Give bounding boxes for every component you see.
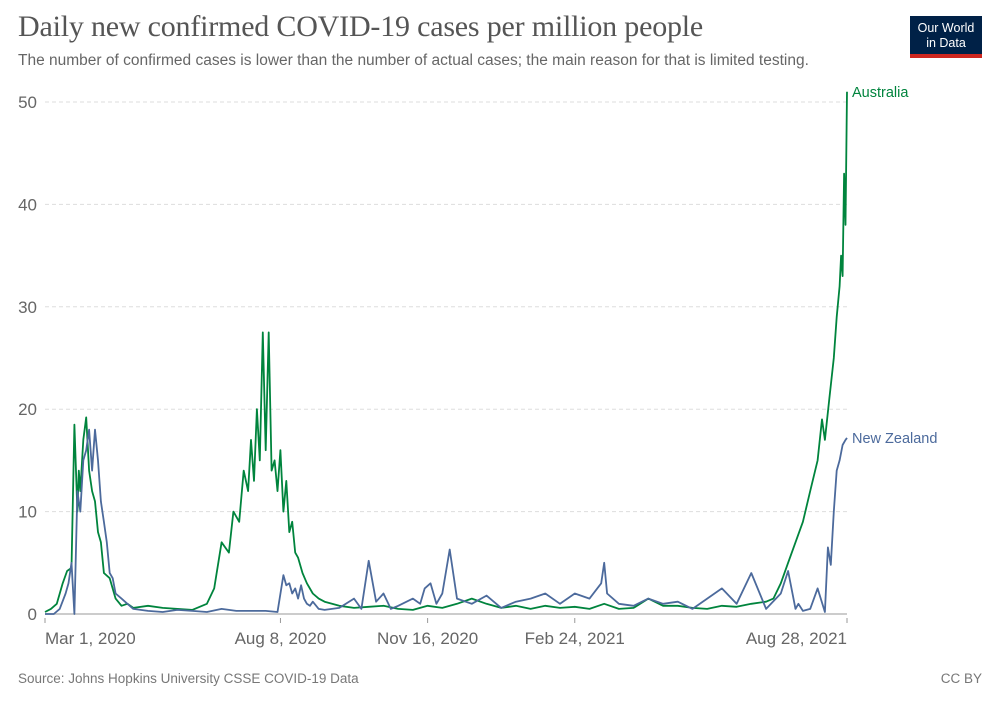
logo-line-2: in Data [926, 36, 966, 50]
series-labels: Australia New Zealand [852, 85, 937, 447]
x-axis: Mar 1, 2020 Aug 8, 2020 Nov 16, 2020 Feb 24… [44, 613, 848, 648]
chart-subtitle: The number of confirmed cases is lower t… [18, 52, 809, 69]
logo-line-1: Our World [917, 21, 975, 35]
series-layer [44, 91, 848, 615]
y-tick-label: 40 [18, 195, 37, 214]
series-label-australia[interactable]: Australia [852, 85, 909, 101]
owid-logo[interactable]: Our World in Data [910, 16, 982, 58]
x-tick-label: Nov 16, 2020 [377, 629, 478, 648]
y-tick-label: 50 [18, 93, 37, 112]
chart-title: Daily new confirmed COVID-19 cases per m… [18, 10, 704, 43]
series-label-new-zealand[interactable]: New Zealand [852, 431, 937, 447]
grid-layer: 0 10 20 30 40 50 [18, 93, 847, 624]
y-tick-label: 20 [18, 400, 37, 419]
y-tick-label: 30 [18, 298, 37, 317]
x-tick-label: Aug 8, 2020 [235, 629, 327, 648]
x-tick-label: Mar 1, 2020 [45, 629, 136, 648]
source-note[interactable]: Source: Johns Hopkins University CSSE CO… [18, 671, 359, 686]
y-tick-label: 10 [18, 503, 37, 522]
x-tick-label: Aug 28, 2021 [746, 629, 847, 648]
license-note[interactable]: CC BY [940, 671, 982, 686]
y-tick-label: 0 [28, 605, 37, 624]
series-line-australia[interactable] [44, 91, 848, 613]
series-line-new-zealand[interactable] [45, 428, 848, 615]
x-tick-label: Feb 24, 2021 [525, 629, 625, 648]
